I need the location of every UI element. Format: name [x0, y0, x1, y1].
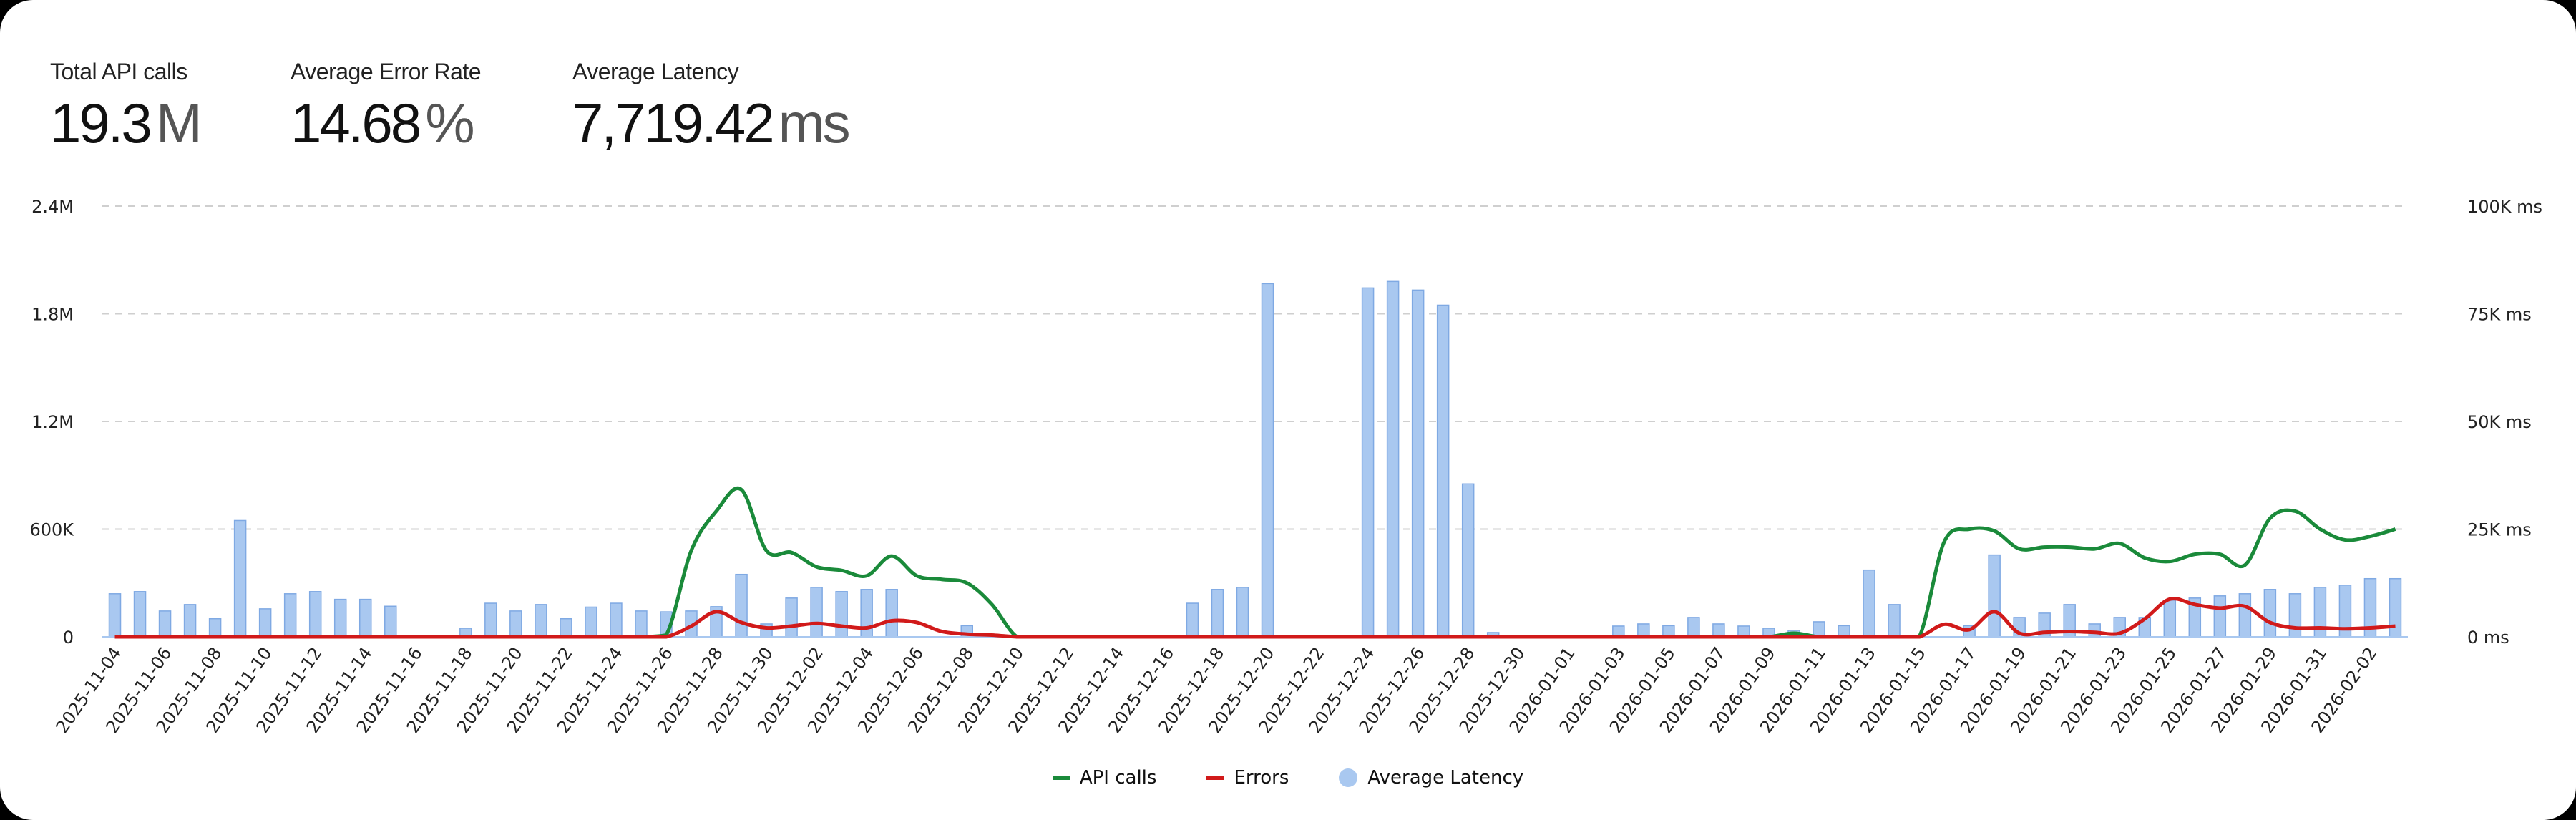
latency-bar[interactable] [785, 597, 798, 638]
latency-bar[interactable] [108, 593, 122, 638]
latency-bar[interactable] [585, 606, 597, 638]
right-y-axis: 0 ms 25K ms 50K ms 75K ms 100K ms [2467, 197, 2542, 648]
stat-label: Average Error Rate [291, 59, 482, 84]
stat-label: Average Latency [572, 59, 739, 84]
latency-bar[interactable] [2288, 593, 2302, 638]
latency-bar[interactable] [1461, 483, 1475, 638]
latency-bar[interactable] [635, 610, 648, 638]
latency-bar[interactable] [2088, 623, 2101, 638]
stat-average-error-rate: Average Error Rate 14.68% [291, 59, 482, 155]
stat-value: 14.68% [291, 92, 475, 155]
latency-bar[interactable] [1236, 587, 1249, 638]
latency-bar[interactable] [358, 598, 372, 638]
latency-bar[interactable] [1888, 604, 1901, 638]
latency-bar[interactable] [133, 591, 147, 638]
chart-gridlines [102, 205, 2408, 530]
latency-bar[interactable] [1361, 287, 1375, 638]
latency-bar[interactable] [308, 591, 322, 638]
latency-bar[interactable] [1863, 569, 1875, 638]
red-line-icon [1206, 776, 1224, 780]
left-axis-tick: 2.4M [31, 197, 74, 217]
latency-bar[interactable] [1637, 623, 1650, 638]
latency-bar[interactable] [610, 602, 623, 638]
latency-bars[interactable] [108, 280, 2402, 638]
latency-bar[interactable] [560, 618, 572, 638]
latency-bar[interactable] [208, 618, 222, 638]
latency-bar[interactable] [735, 573, 748, 638]
latency-bar[interactable] [484, 602, 497, 638]
latency-bar[interactable] [1186, 602, 1199, 638]
errors-line[interactable] [114, 597, 2396, 639]
latency-bar[interactable] [2238, 593, 2252, 638]
latency-bar[interactable] [1712, 623, 1725, 638]
latency-bar[interactable] [233, 519, 247, 638]
api-calls-line[interactable] [114, 486, 2396, 639]
latency-bar[interactable] [1687, 617, 1700, 638]
stat-value: 19.3 M [50, 92, 203, 155]
legend-item-average-latency[interactable]: Average Latency [1339, 767, 1523, 789]
left-axis-tick: 1.2M [31, 412, 74, 432]
latency-bar[interactable] [535, 604, 547, 638]
stat-total-api-calls: Total API calls 19.3 M [50, 59, 203, 155]
latency-bar[interactable] [1436, 304, 1450, 638]
stat-value: 7,719.42 ms [572, 92, 851, 155]
right-axis-tick: 25K ms [2467, 520, 2532, 540]
right-axis-tick: 0 ms [2467, 628, 2509, 648]
legend-item-api-calls[interactable]: API calls [1052, 767, 1157, 789]
latency-bar[interactable] [885, 589, 898, 638]
latency-bar[interactable] [384, 605, 397, 638]
latency-bar[interactable] [2213, 595, 2227, 638]
legend-label: API calls [1079, 767, 1157, 789]
latency-bar[interactable] [283, 593, 297, 638]
latency-bar[interactable] [333, 598, 347, 638]
latency-bar[interactable] [2263, 589, 2277, 638]
latency-bar[interactable] [835, 591, 848, 638]
right-axis-tick: 75K ms [2467, 305, 2532, 325]
left-axis-tick: 0 [63, 628, 74, 648]
green-line-icon [1052, 776, 1070, 780]
chart-legend: API calls Errors Average Latency [0, 767, 2576, 789]
latency-bar[interactable] [1988, 554, 2001, 638]
left-y-axis: 0 600K 1.2M 1.8M 2.4M [29, 197, 74, 648]
latency-bar[interactable] [2163, 600, 2177, 638]
latency-bar[interactable] [509, 610, 522, 638]
blue-circle-icon [1339, 768, 1358, 787]
latency-bar[interactable] [1261, 283, 1274, 638]
latency-bar[interactable] [1411, 289, 1425, 638]
latency-bar[interactable] [1211, 589, 1224, 638]
x-axis-labels: 2025-11-042025-11-062025-11-082025-11-10… [52, 643, 2381, 736]
latency-bar[interactable] [258, 608, 272, 638]
right-axis-tick: 50K ms [2467, 412, 2532, 432]
latency-bar[interactable] [183, 604, 197, 638]
latency-bar[interactable] [158, 610, 172, 638]
latency-bar[interactable] [810, 587, 823, 638]
legend-item-errors[interactable]: Errors [1206, 767, 1289, 789]
right-axis-tick: 100K ms [2467, 197, 2542, 217]
legend-label: Errors [1234, 767, 1289, 789]
left-axis-tick: 600K [29, 520, 74, 540]
legend-label: Average Latency [1367, 767, 1524, 789]
left-axis-tick: 1.8M [31, 305, 74, 325]
stat-average-latency: Average Latency 7,719.42 ms [572, 59, 851, 155]
stat-label: Total API calls [50, 59, 187, 84]
latency-bar[interactable] [1386, 280, 1400, 638]
